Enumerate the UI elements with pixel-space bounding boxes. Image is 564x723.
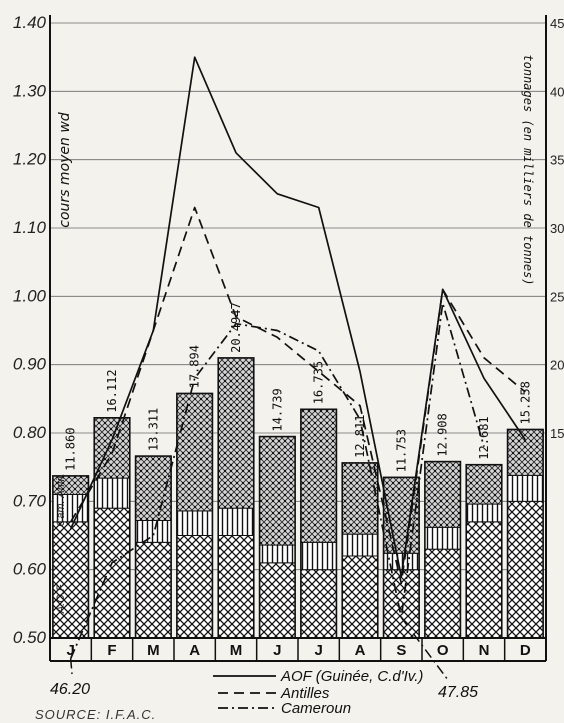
series-line-0 — [69, 56, 527, 578]
legend-label-antilles: Antilles — [280, 685, 330, 702]
month-label-1: F — [107, 642, 116, 659]
bar-value-label-7: 12.811 — [353, 415, 367, 458]
left-tick-9: 1.40 — [13, 13, 47, 32]
inbar-label-aof: A.O.F. — [55, 583, 67, 614]
left-tick-8: 1.30 — [13, 81, 47, 100]
bar-segment-antilles-3 — [176, 510, 213, 536]
right-axis-label: tonnages (en milliers de tonnes) — [521, 54, 535, 285]
bar-value-label-1: 16.112 — [105, 369, 119, 412]
bar-value-label-9: 12.908 — [436, 413, 450, 456]
bar-segment-cameroun-5 — [259, 436, 296, 546]
legend-label-cameroun: Cameroun — [281, 700, 351, 717]
bar-segment-antilles-7 — [341, 533, 379, 557]
annotation-47-85: 47.85 — [438, 684, 478, 701]
month-label-10: N — [479, 642, 490, 659]
legend: AOF (Guinée, C.d'Iv.) Antilles Cameroun — [213, 668, 423, 717]
right-tick-1: 40 — [550, 84, 564, 99]
month-label-8: S — [396, 642, 406, 659]
bar-value-label-6: 16.735 — [312, 361, 326, 404]
right-tick-5: 20 — [550, 358, 564, 373]
legend-label-aof: AOF (Guinée, C.d'Iv.) — [280, 668, 423, 685]
bar-segment-antilles-11 — [507, 474, 544, 502]
annotation-46-20: 46.20 — [50, 681, 90, 698]
series-line-2 — [69, 302, 485, 659]
bar-value-label-4: 20.4947 — [229, 302, 243, 353]
bar-segment-cameroun-4 — [217, 357, 255, 509]
source-note: SOURCE: I.F.A.C. — [35, 707, 156, 722]
bar-segment-antilles-9 — [424, 526, 461, 550]
bar-segment-antilles-5 — [259, 544, 296, 564]
bar-segment-aof-6 — [300, 569, 337, 639]
month-label-11: D — [520, 642, 531, 659]
left-tick-2: 0.70 — [13, 491, 47, 510]
bar-segment-antilles-2 — [135, 519, 172, 543]
bar-value-label-10: 12.681 — [477, 416, 491, 459]
right-tick-0: 45 — [550, 16, 564, 31]
bar-segment-cameroun-1 — [93, 417, 131, 479]
left-tick-0: 0.50 — [13, 628, 47, 647]
month-label-3: A — [189, 642, 200, 659]
left-tick-7: 1.20 — [13, 150, 47, 169]
series-line-1 — [69, 206, 526, 585]
bar-segment-aof-5 — [259, 562, 296, 639]
bar-value-label-8: 11.753 — [394, 429, 408, 472]
left-tick-6: 1.10 — [13, 218, 47, 237]
bar-value-label-11: 15.258 — [518, 381, 532, 424]
bar-segment-aof-11 — [507, 500, 544, 639]
plot-frame — [49, 15, 547, 662]
inbar-label-cam-antil: Cam. Antil. — [55, 473, 67, 526]
bar-segment-antilles-10 — [465, 503, 503, 523]
bar-value-label-0: 11.860 — [64, 428, 78, 471]
right-axis-ticks: 45 40 35 30 25 20 15 — [550, 16, 564, 441]
grid — [50, 22, 546, 639]
month-label-0: J — [66, 642, 74, 659]
left-tick-5: 1.00 — [13, 286, 47, 305]
left-tick-1: 0.60 — [13, 560, 47, 579]
bar-segment-aof-4 — [217, 535, 255, 639]
bar-segment-antilles-4 — [217, 507, 255, 536]
bar-segment-aof-9 — [424, 548, 461, 639]
right-tick-6: 15 — [550, 426, 564, 441]
left-axis-label: cours moyen wd — [57, 112, 73, 228]
bar-segment-antilles-8 — [383, 552, 420, 571]
month-label-9: O — [437, 642, 449, 659]
month-label-6: J — [314, 642, 322, 659]
series-lines — [69, 56, 527, 681]
right-tick-3: 30 — [550, 221, 564, 236]
left-axis-ticks: 0.50 0.60 0.70 0.80 0.90 1.00 1.10 1.20 1.30 1.40 — [13, 13, 47, 647]
bar-segment-antilles-6 — [300, 541, 337, 571]
bar-segment-aof-7 — [341, 555, 379, 639]
bar-value-label-2: 13.311 — [146, 408, 160, 451]
bar-segment-aof-10 — [465, 521, 503, 639]
bar-segment-aof-1 — [93, 507, 131, 639]
month-label-2: M — [147, 642, 160, 659]
bar-value-label-3: 17.894 — [188, 345, 202, 388]
bar-segment-cameroun-7 — [341, 462, 379, 535]
month-label-7: A — [355, 642, 366, 659]
bar-segment-cameroun-3 — [176, 392, 213, 512]
bar-segment-aof-3 — [176, 535, 213, 639]
leader-47-85 — [400, 617, 449, 681]
bar-segment-antilles-1 — [93, 477, 131, 509]
right-tick-4: 25 — [550, 289, 564, 304]
bar-segment-cameroun-11 — [507, 428, 544, 476]
leader-46-20 — [69, 658, 73, 675]
left-tick-4: 0.90 — [13, 355, 47, 374]
bar-value-label-5: 14.739 — [270, 388, 284, 431]
bar-segment-cameroun-6 — [300, 408, 337, 543]
bar-segment-aof-2 — [135, 541, 172, 639]
bar-segment-cameroun-9 — [424, 461, 461, 528]
month-label-4: M — [230, 642, 243, 659]
bar-segment-cameroun-10 — [465, 464, 503, 505]
bar-value-labels: 11.860 16.112 13.311 17.894 20.4947 14.739 16.… — [64, 302, 533, 472]
right-tick-2: 35 — [550, 153, 564, 168]
month-label-5: J — [273, 642, 281, 659]
left-tick-3: 0.80 — [13, 423, 47, 442]
bar-segment-aof-0 — [52, 521, 89, 639]
